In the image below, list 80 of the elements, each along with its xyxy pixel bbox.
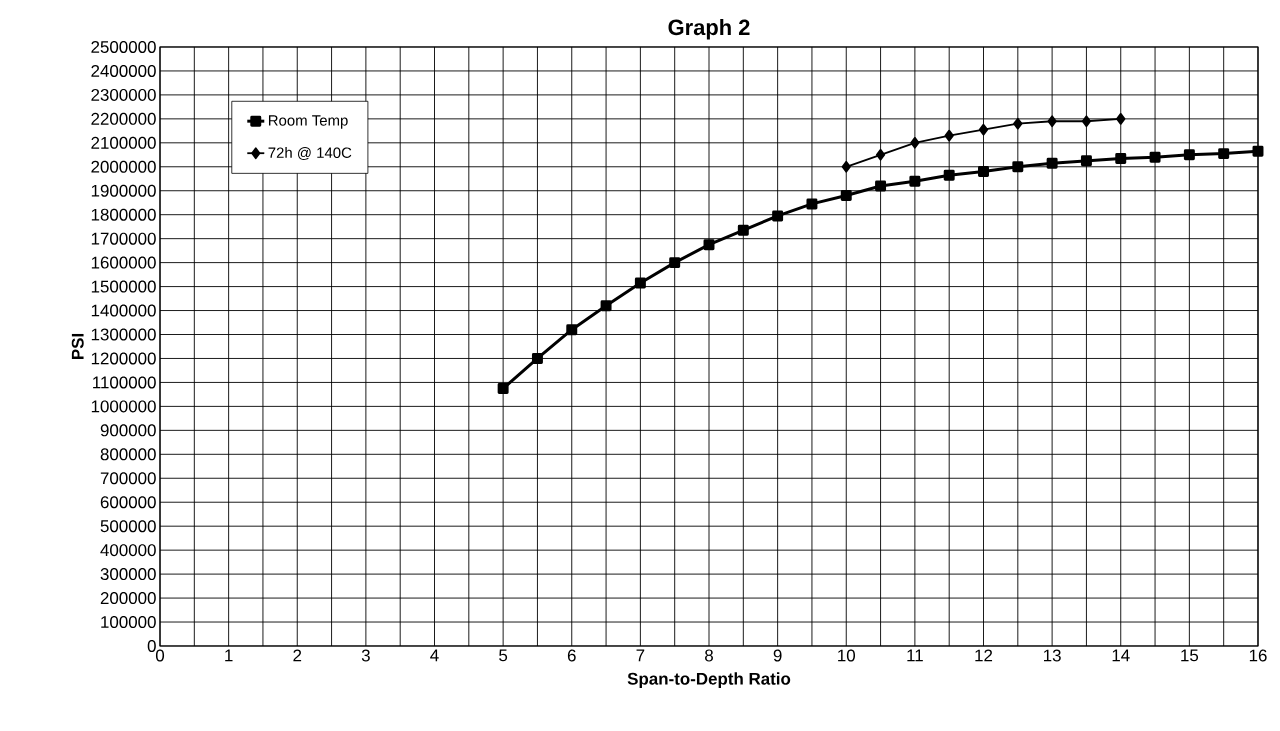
point	[703, 239, 715, 251]
y-tick-label: 300000	[100, 568, 156, 581]
y-tick-label: 2500000	[91, 40, 156, 53]
x-tick-label: 4	[430, 649, 439, 662]
chart-title: Graph 2	[668, 19, 750, 40]
y-tick-label: 1900000	[91, 184, 156, 197]
x-tick-label: 14	[1112, 649, 1130, 662]
point	[909, 175, 921, 187]
point	[910, 136, 920, 149]
y-tick-label: 1000000	[91, 400, 156, 413]
y-tick-label: 700000	[100, 472, 156, 485]
y-tick-label: 2100000	[91, 136, 156, 149]
x-axis-title: Span-to-Depth Ratio	[627, 672, 791, 689]
point	[978, 166, 989, 178]
point	[531, 352, 543, 364]
y-tick-label: 1700000	[91, 232, 156, 245]
point	[840, 190, 852, 202]
y-axis-title: PSI	[71, 333, 84, 359]
x-tick-label: 9	[773, 649, 782, 662]
point	[978, 123, 989, 136]
point	[1080, 155, 1092, 167]
point	[1252, 145, 1264, 157]
point	[875, 180, 887, 192]
y-tick-label: 400000	[100, 544, 156, 557]
point	[1183, 149, 1195, 161]
y-tick-label: 0	[147, 639, 156, 652]
y-tick-label: 1200000	[91, 352, 156, 365]
legend-label: 72h @ 140C	[268, 147, 352, 160]
point	[1149, 151, 1161, 163]
x-tick-label: 1	[225, 649, 233, 662]
y-tick-label: 100000	[101, 616, 156, 629]
point	[841, 160, 851, 173]
point	[566, 324, 578, 336]
point	[1012, 161, 1024, 173]
point	[1218, 148, 1230, 160]
point	[600, 300, 612, 312]
x-tick-label: 15	[1181, 649, 1199, 662]
point	[634, 277, 646, 289]
x-tick-label: 2	[293, 649, 302, 662]
x-tick-label: 0	[155, 649, 165, 662]
y-tick-label: 2400000	[91, 64, 156, 77]
point	[669, 257, 681, 269]
x-tick-label: 16	[1249, 649, 1267, 662]
y-tick-label: 2300000	[91, 88, 156, 101]
y-tick-label: 600000	[100, 496, 156, 509]
y-tick-label: 2200000	[91, 112, 156, 125]
y-tick-label: 1500000	[91, 280, 156, 293]
point	[806, 198, 818, 210]
point	[1013, 117, 1023, 130]
point	[772, 210, 784, 222]
x-tick-label: 5	[499, 649, 508, 662]
x-tick-label: 8	[705, 649, 713, 662]
x-tick-label: 7	[636, 649, 645, 662]
y-tick-label: 1300000	[91, 328, 156, 341]
x-tick-label: 6	[567, 649, 576, 662]
point	[497, 382, 509, 394]
point	[943, 169, 955, 181]
y-tick-label: 2000000	[91, 160, 156, 173]
y-tick-label: 900000	[100, 424, 156, 437]
x-tick-label: 12	[975, 649, 993, 662]
x-tick-label: 3	[361, 649, 370, 662]
x-tick-label: 11	[907, 649, 923, 662]
y-tick-label: 1100000	[93, 376, 156, 389]
point	[1047, 115, 1057, 128]
x-tick-label: 13	[1044, 649, 1061, 662]
y-tick-label: 500000	[100, 520, 156, 533]
point	[1116, 112, 1126, 125]
point	[1081, 115, 1092, 128]
y-tick-label: 1400000	[91, 304, 156, 317]
x-tick-label: 10	[838, 649, 856, 662]
y-tick-label: 1800000	[91, 208, 156, 221]
point	[1115, 152, 1127, 164]
legend-label: Room Temp	[268, 115, 348, 129]
point	[944, 129, 954, 142]
y-tick-label: 800000	[100, 448, 156, 461]
point	[1046, 157, 1058, 169]
y-tick-label: 200000	[100, 592, 156, 605]
point	[737, 224, 749, 236]
point	[875, 148, 886, 161]
y-tick-label: 1600000	[91, 256, 156, 269]
